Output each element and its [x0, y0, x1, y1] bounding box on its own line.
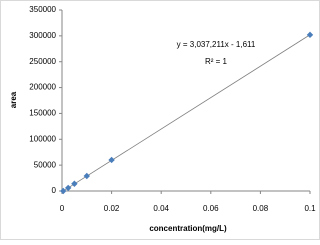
- data-point: [306, 31, 314, 39]
- data-point: [60, 187, 67, 195]
- y-tick-label: 150000: [29, 109, 56, 118]
- y-tick-label: 300000: [29, 31, 56, 40]
- x-tick-label: 0: [60, 204, 65, 213]
- trendline: [61, 34, 311, 193]
- data-point: [65, 184, 72, 192]
- y-axis-title: area: [9, 91, 18, 108]
- x-tick-label: 0.06: [203, 204, 219, 213]
- x-axis-title: concentration(mg/L): [149, 224, 227, 233]
- page: area concentration(mg/L) y = 3,037,211x …: [0, 0, 320, 240]
- x-tick-label: 0.04: [153, 204, 169, 213]
- y-tick-label: 0: [52, 186, 57, 195]
- y-tick-label: 100000: [29, 134, 56, 143]
- y-tick-label: 350000: [29, 5, 56, 14]
- y-tick-label: 200000: [29, 83, 56, 92]
- x-tick-label: 0.1: [304, 204, 316, 213]
- data-point: [71, 180, 78, 187]
- trendline-equation: y = 3,037,211x - 1,611: [177, 40, 256, 49]
- y-tick-label: 50000: [34, 160, 57, 169]
- data-point: [108, 156, 115, 164]
- x-tick-label: 0.02: [104, 204, 120, 213]
- x-tick-label: 0.08: [253, 204, 269, 213]
- y-tick-label: 250000: [29, 57, 56, 66]
- data-point: [83, 172, 90, 180]
- r-squared: R² = 1: [205, 57, 228, 66]
- chart-frame: [0, 0, 320, 240]
- chart: area concentration(mg/L) y = 3,037,211x …: [0, 0, 320, 240]
